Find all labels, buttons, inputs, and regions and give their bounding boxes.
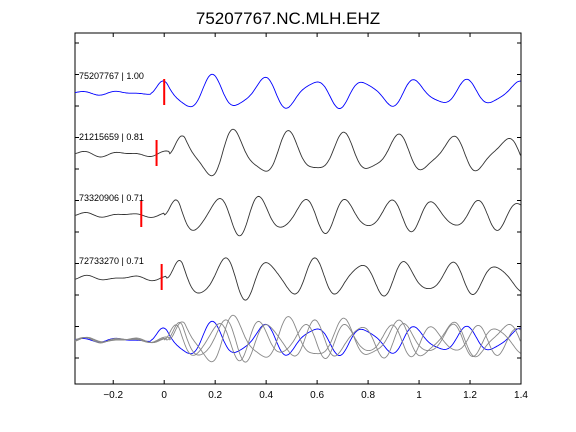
trace-label: 75207767 | 1.00	[79, 71, 144, 81]
x-axis: −0.2 0 0.2 0.4 0.6 0.8 1 1.2 1.4	[103, 33, 528, 401]
trace-line	[74, 73, 521, 109]
x-tick-label: −0.2	[103, 390, 123, 401]
trace-line	[74, 128, 521, 177]
x-tick-label: 1	[416, 390, 422, 401]
trace-line	[74, 257, 521, 301]
trace-label: 21215659 | 0.81	[79, 132, 144, 142]
trace-label: 73320906 | 0.71	[79, 193, 144, 203]
trace-label: 72733270 | 0.71	[79, 256, 144, 266]
overlay-line	[74, 320, 521, 356]
chart-title: 75207767.NC.MLH.EHZ	[196, 9, 380, 28]
plot-frame	[74, 32, 522, 385]
trace-line	[74, 195, 521, 237]
y-axis-ticks	[75, 42, 521, 359]
overlay-traces	[74, 314, 521, 363]
x-tick-label: 1.4	[514, 390, 528, 401]
x-tick-label: 0.4	[259, 390, 273, 401]
x-tick-label: 0	[161, 390, 167, 401]
overlay-line	[74, 319, 521, 363]
trace-stack: 75207767 | 1.00 21215659 | 0.81 73320906 |…	[74, 71, 521, 301]
x-tick-label: 0.2	[208, 390, 222, 401]
x-tick-label: 0.6	[310, 390, 324, 401]
x-tick-label: 1.2	[463, 390, 477, 401]
x-tick-label: 0.8	[361, 390, 375, 401]
